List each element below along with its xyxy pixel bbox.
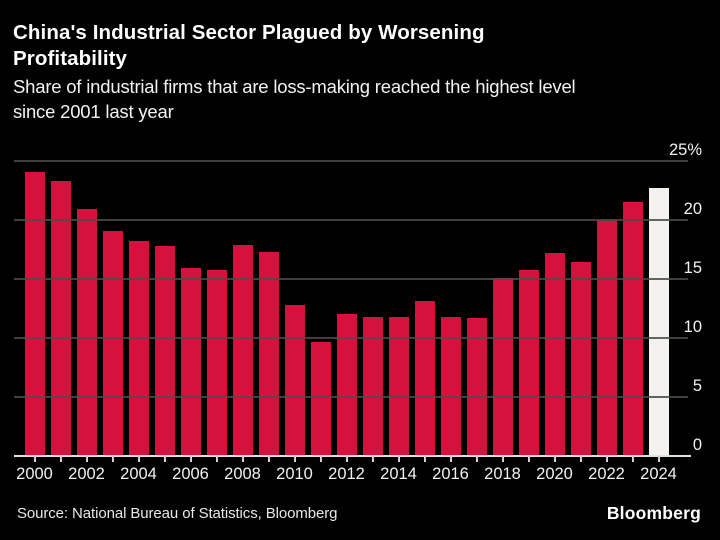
y-axis-label-10: 10: [683, 318, 702, 336]
source-note: Source: National Bureau of Statistics, B…: [17, 505, 338, 522]
x-axis-label-2020: 2020: [536, 465, 573, 483]
chart-title-line1: China's Industrial Sector Plagued by Wor…: [13, 21, 485, 44]
bar-2012: [336, 314, 357, 456]
y-axis-label-25: 25%: [668, 141, 702, 159]
x-axis-label-2000: 2000: [16, 465, 53, 483]
bar-2003: [102, 230, 123, 456]
x-axis-label-2002: 2002: [68, 465, 105, 483]
bar-2007: [206, 269, 227, 456]
bar-2015: [414, 301, 435, 456]
bar-2013: [362, 316, 383, 456]
bar-2014: [388, 316, 409, 456]
bar-2017: [466, 317, 487, 456]
bar-2009: [258, 251, 279, 456]
y-axis-label-20: 20: [683, 200, 702, 218]
chart-title: China's Industrial Sector Plagued by Wor…: [13, 20, 485, 72]
gridline-25: [14, 160, 688, 162]
x-axis-label-2004: 2004: [120, 465, 157, 483]
x-tick-2020: [553, 456, 556, 462]
bar-2018: [492, 277, 513, 456]
bar-2024: [648, 188, 669, 456]
bar-2021: [570, 262, 591, 456]
x-tick-2001: [59, 456, 62, 462]
x-axis-label-2016: 2016: [432, 465, 469, 483]
x-tick-2007: [215, 456, 218, 462]
x-tick-2009: [267, 456, 270, 462]
x-tick-2013: [371, 456, 374, 462]
y-axis-label-15: 15: [683, 259, 702, 277]
x-tick-2024: [657, 456, 660, 462]
chart-subtitle: Share of industrial firms that are loss-…: [13, 74, 576, 124]
x-tick-2011: [319, 456, 322, 462]
gridline-10: [14, 337, 688, 339]
bar-2011: [310, 341, 331, 456]
x-tick-2004: [137, 456, 140, 462]
bar-2008: [232, 244, 253, 456]
x-tick-2021: [579, 456, 582, 462]
x-tick-2006: [189, 456, 192, 462]
bar-2005: [154, 245, 175, 456]
bar-2004: [128, 241, 149, 456]
bar-2010: [284, 304, 305, 456]
gridline-15: [14, 278, 688, 280]
x-tick-2019: [527, 456, 530, 462]
gridline-5: [14, 396, 688, 398]
x-tick-2008: [241, 456, 244, 462]
x-tick-2017: [475, 456, 478, 462]
chart-title-line2: Profitability: [13, 47, 128, 70]
bar-2002: [76, 209, 97, 456]
y-axis-label-0: 0: [692, 436, 702, 454]
x-tick-2023: [631, 456, 634, 462]
x-tick-2014: [397, 456, 400, 462]
x-tick-2005: [163, 456, 166, 462]
bar-2000: [24, 171, 45, 456]
bar-2001: [50, 181, 71, 456]
bar-2020: [544, 253, 565, 456]
x-axis-baseline: [14, 455, 691, 457]
x-axis-label-2012: 2012: [328, 465, 365, 483]
x-axis-label-2024: 2024: [640, 465, 677, 483]
bar-2006: [180, 268, 201, 456]
chart-subtitle-line1: Share of industrial firms that are loss-…: [13, 76, 576, 97]
bar-2023: [622, 202, 643, 456]
x-tick-2000: [33, 456, 36, 462]
x-axis-label-2022: 2022: [588, 465, 625, 483]
x-axis-label-2010: 2010: [276, 465, 313, 483]
x-tick-2022: [605, 456, 608, 462]
bloomberg-logo: Bloomberg: [606, 503, 701, 523]
bar-2016: [440, 316, 461, 456]
bar-2019: [518, 269, 539, 456]
gridline-20: [14, 219, 688, 221]
x-tick-2012: [345, 456, 348, 462]
x-tick-2016: [449, 456, 452, 462]
x-tick-2003: [111, 456, 114, 462]
x-tick-2015: [423, 456, 426, 462]
bar-chart-plot-area: 0 5 10 15 20 25% 2000 2002 2004 2006 2008 2010 2012 2…: [14, 141, 702, 483]
chart-subtitle-line2: since 2001 last year: [13, 101, 174, 122]
x-axis-label-2006: 2006: [172, 465, 209, 483]
x-tick-2010: [293, 456, 296, 462]
x-axis-label-2014: 2014: [380, 465, 417, 483]
x-tick-2002: [85, 456, 88, 462]
x-tick-2018: [501, 456, 504, 462]
y-axis-label-5: 5: [692, 377, 702, 395]
x-axis-label-2008: 2008: [224, 465, 261, 483]
x-axis-label-2018: 2018: [484, 465, 521, 483]
